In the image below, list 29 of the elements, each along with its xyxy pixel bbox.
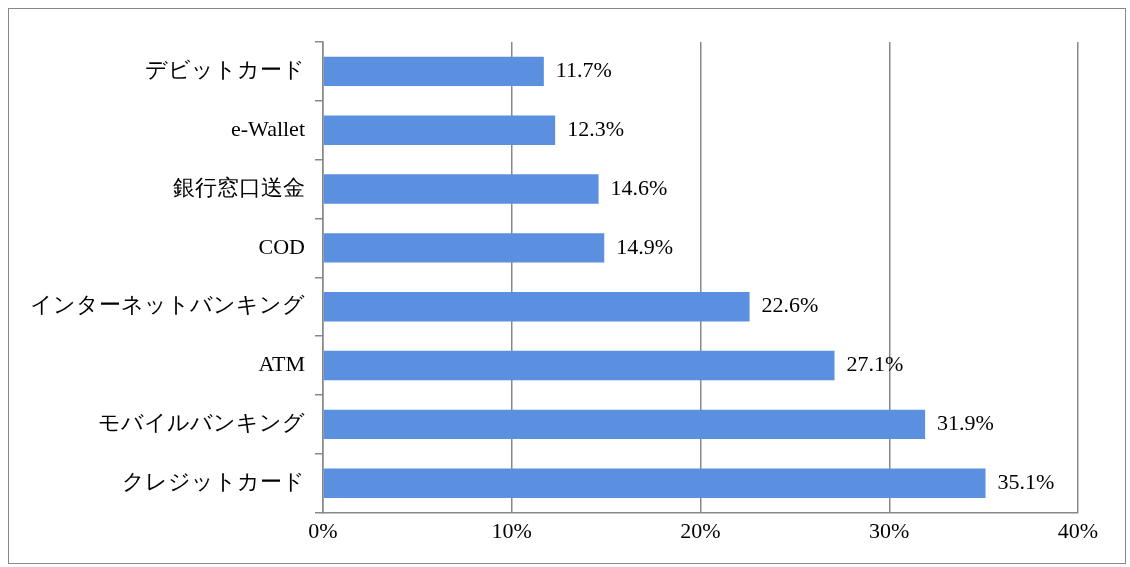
bar: [323, 350, 835, 381]
bar: [323, 115, 556, 145]
data-label: 35.1%: [997, 468, 1055, 494]
bar: [323, 292, 750, 322]
data-label: 22.6%: [761, 292, 819, 318]
bar: [323, 468, 986, 498]
bar: [323, 409, 926, 440]
bar: [323, 174, 599, 204]
y-tick-label: COD: [258, 233, 305, 259]
y-tick-label: インターネットバンキング: [30, 292, 305, 318]
y-tick-label: 銀行窓口送金: [173, 174, 305, 200]
y-tick-label: e-Wallet: [231, 116, 305, 142]
data-label: 14.9%: [616, 233, 674, 259]
x-tick-label: 40%: [1057, 517, 1099, 543]
data-label: 27.1%: [846, 351, 904, 377]
data-label: 11.7%: [555, 57, 612, 83]
y-tick-label: ATM: [258, 351, 305, 377]
data-label: 14.6%: [610, 174, 668, 200]
y-tick-label: モバイルバンキング: [98, 410, 305, 436]
bar: [323, 56, 544, 87]
bar: [323, 233, 605, 263]
x-tick-label: 20%: [680, 517, 721, 543]
y-tick-label: デビットカード: [145, 57, 305, 83]
x-tick-label: 10%: [491, 517, 532, 543]
x-tick-label: 30%: [869, 517, 910, 543]
data-label: 12.3%: [567, 116, 624, 142]
x-tick-label: 0%: [308, 517, 338, 543]
y-tick-label: クレジットカード: [122, 468, 305, 494]
data-label: 31.9%: [937, 410, 994, 436]
